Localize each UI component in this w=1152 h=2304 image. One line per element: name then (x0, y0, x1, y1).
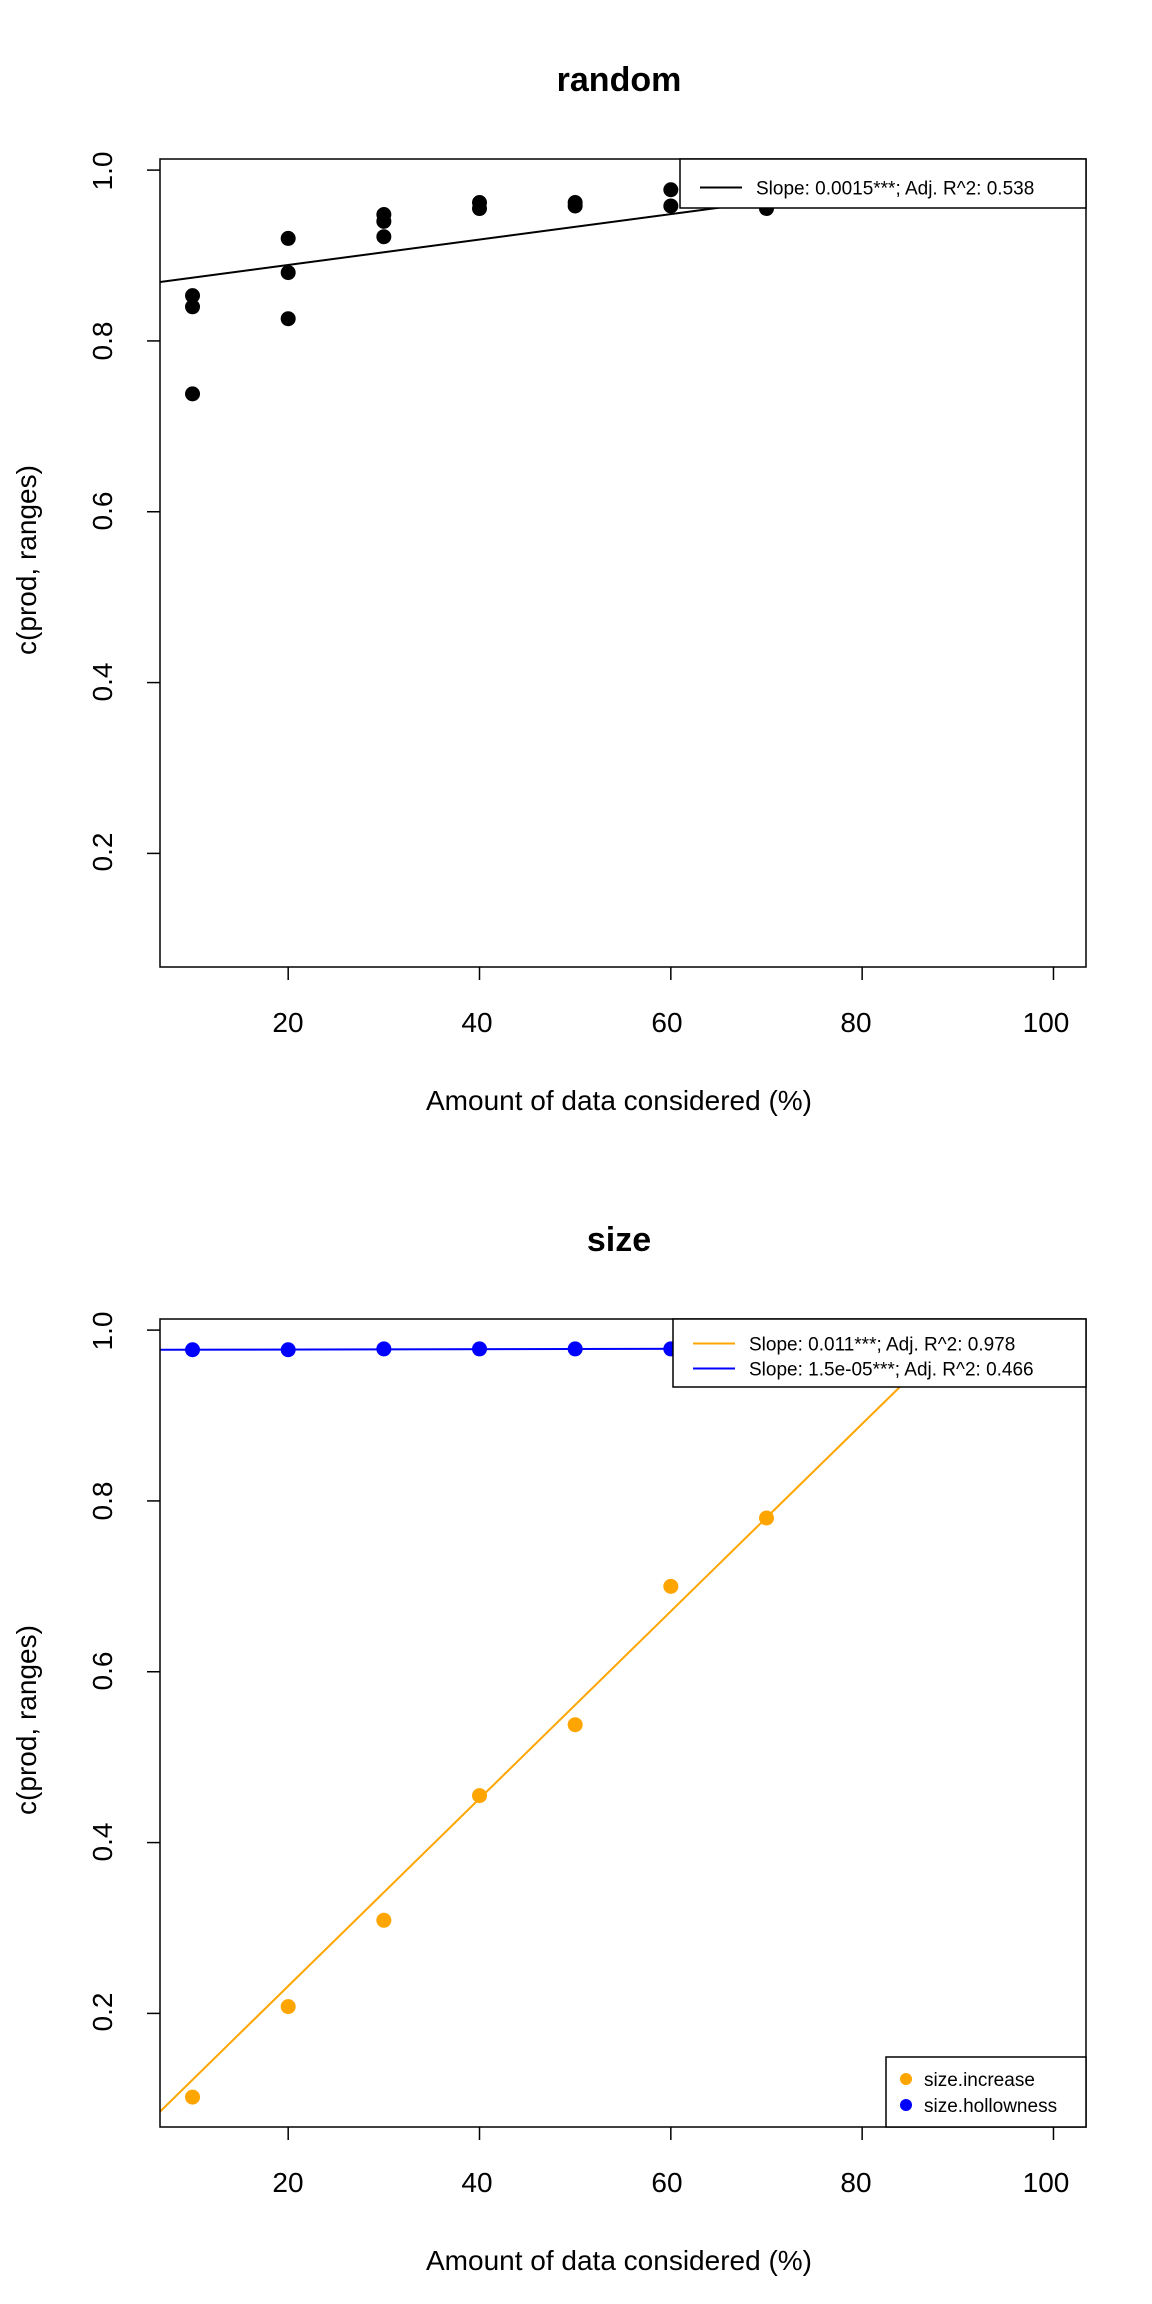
data-point (663, 182, 679, 198)
plot-frame (159, 1318, 1087, 2128)
chart-title: size (587, 1221, 651, 1259)
y-tick-label: 0.6 (87, 492, 118, 531)
data-point (376, 213, 392, 229)
data-point (663, 1578, 679, 1594)
points-legend: size.increase size.hollowness (885, 2056, 1087, 2128)
x-tick-label: 60 (651, 1007, 682, 1038)
data-point (280, 265, 296, 281)
x-axis-ticks: 20 40 60 80 100 (272, 2167, 1069, 2198)
chart-panel-size: size Amount of data considered (%) c(pro… (11, 1221, 1087, 2276)
legend-box (672, 1318, 1087, 1388)
x-tick-label: 100 (1023, 1007, 1070, 1038)
data-point (567, 1717, 583, 1733)
data-point (567, 198, 583, 214)
fit-legend: Slope: 0.011***; Adj. R^2: 0.978 Slope: 1… (672, 1318, 1087, 1388)
legend-label: size.hollowness (924, 2096, 1057, 2117)
fit-legend: Slope: 0.0015***; Adj. R^2: 0.538 (679, 158, 1087, 209)
x-tick-label: 80 (840, 2167, 871, 2198)
y-tick-label: 0.2 (87, 1993, 118, 2032)
data-point (185, 386, 201, 402)
data-point (663, 198, 679, 214)
x-tick-label: 100 (1023, 2167, 1070, 2198)
x-axis-ticks: 20 40 60 80 100 (272, 1007, 1069, 1038)
legend-label: Slope: 0.0015***; Adj. R^2: 0.538 (756, 179, 1034, 200)
y-tick-label: 0.4 (87, 1823, 118, 1862)
y-tick-label: 0.8 (87, 322, 118, 361)
data-point (376, 229, 392, 245)
data-point (185, 288, 201, 304)
chart-panel-random: random Amount of data considered (%) c(p… (11, 61, 1087, 1116)
legend-label: Slope: 1.5e-05***; Adj. R^2: 0.466 (749, 1360, 1034, 1381)
x-axis-label: Amount of data considered (%) (426, 2245, 812, 2276)
y-tick-label: 0.8 (87, 1482, 118, 1521)
y-tick-label: 0.2 (87, 833, 118, 872)
y-axis-ticks: 0.2 0.4 0.6 0.8 1.0 (87, 1312, 118, 2032)
y-tick-label: 0.6 (87, 1652, 118, 1691)
x-tick-label: 20 (272, 1007, 303, 1038)
legend-marker (900, 2073, 912, 2085)
y-tick-label: 1.0 (87, 1312, 118, 1351)
y-axis-ticks: 0.2 0.4 0.6 0.8 1.0 (87, 152, 118, 872)
data-point (185, 2089, 201, 2105)
data-point (185, 299, 201, 315)
legend-marker (900, 2099, 912, 2111)
legend-box (885, 2056, 1087, 2128)
x-tick-label: 40 (461, 2167, 492, 2198)
y-tick-label: 1.0 (87, 152, 118, 191)
y-tick-label: 0.4 (87, 663, 118, 702)
legend-box (679, 158, 1087, 209)
regression-line (160, 1348, 940, 2113)
y-axis-label: c(prod, ranges) (11, 1625, 42, 1815)
legend-label: size.increase (924, 2070, 1035, 2091)
y-axis-label: c(prod, ranges) (11, 465, 42, 655)
x-tick-label: 20 (272, 2167, 303, 2198)
data-point (280, 1999, 296, 2015)
x-tick-label: 40 (461, 1007, 492, 1038)
data-point (376, 1912, 392, 1928)
data-point (280, 230, 296, 246)
data-point (472, 1788, 488, 1804)
chart-title: random (557, 61, 682, 99)
x-axis-label: Amount of data considered (%) (426, 1085, 812, 1116)
x-tick-label: 60 (651, 2167, 682, 2198)
x-tick-label: 80 (840, 1007, 871, 1038)
data-point (472, 201, 488, 217)
plot-frame (159, 158, 1087, 968)
legend-label: Slope: 0.011***; Adj. R^2: 0.978 (749, 1335, 1015, 1356)
data-point (280, 311, 296, 327)
